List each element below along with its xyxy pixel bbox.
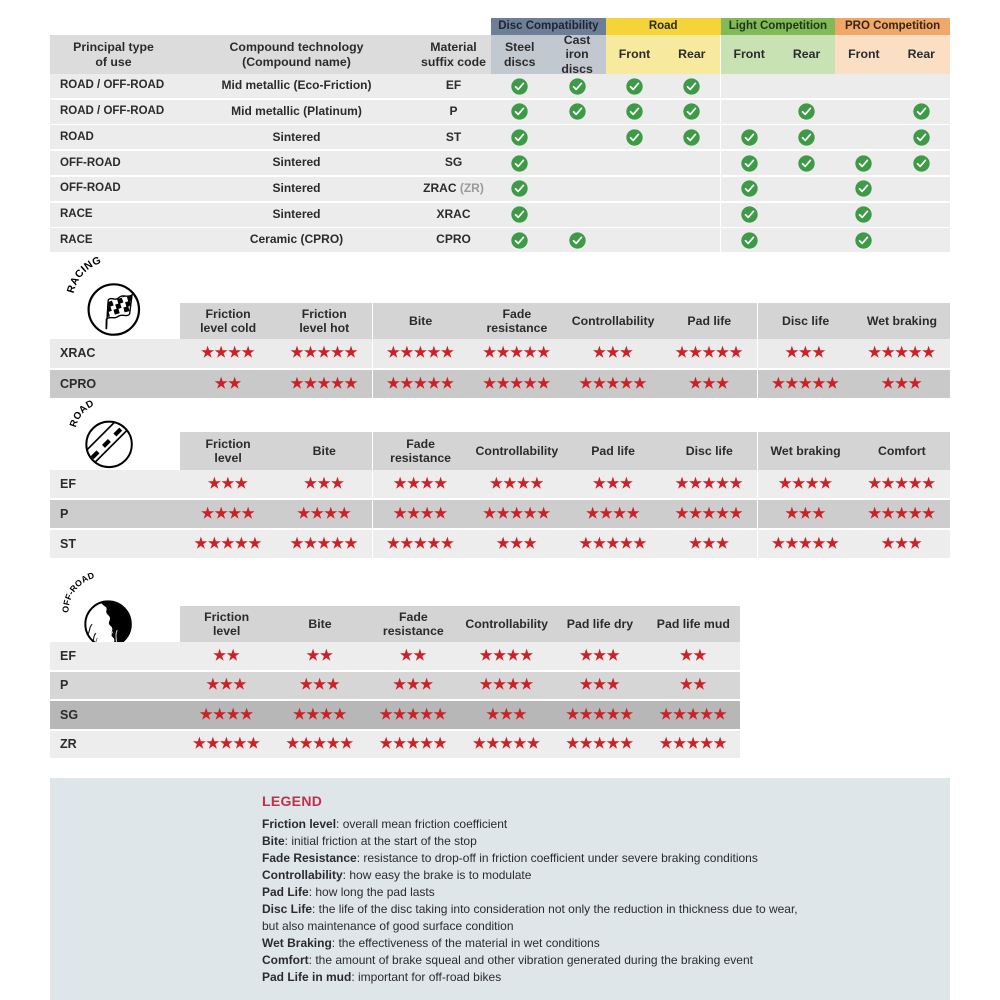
svg-text:OFF-ROAD: OFF-ROAD [60,570,95,613]
svg-text:RACING: RACING [66,255,103,294]
svg-text:ROAD: ROAD [68,398,96,429]
